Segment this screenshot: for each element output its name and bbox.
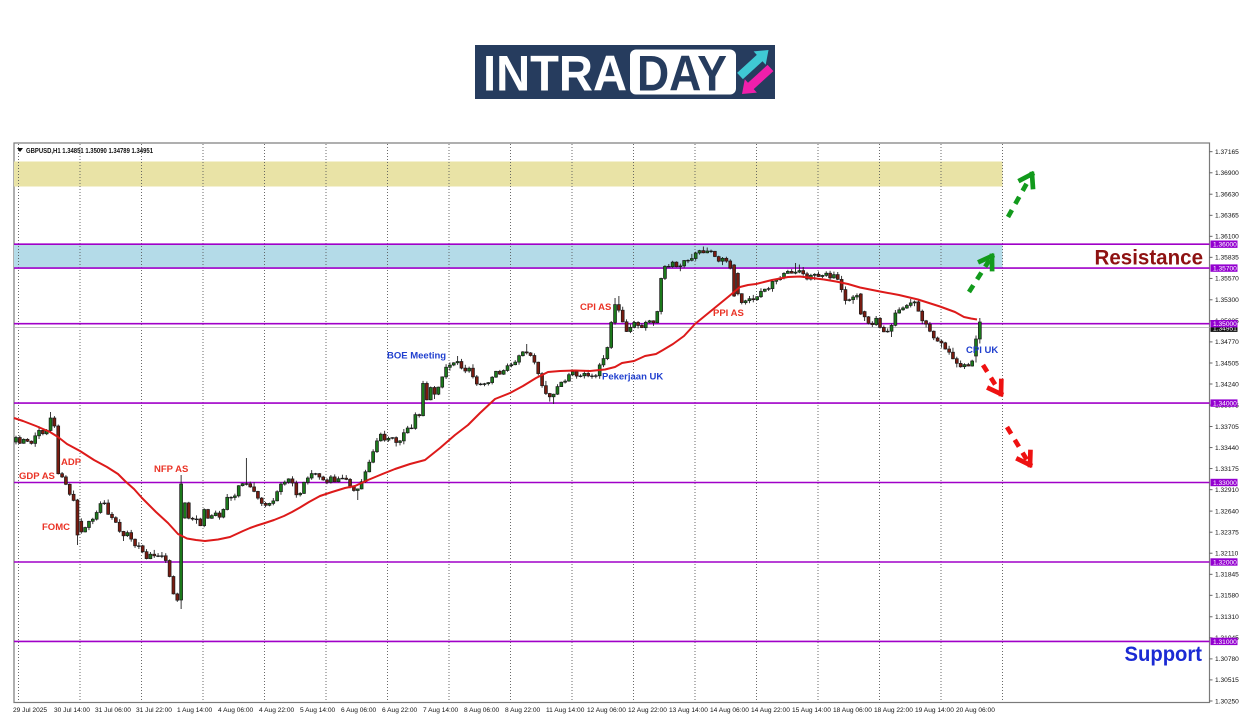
svg-text:1.35570: 1.35570 <box>1215 276 1239 283</box>
svg-text:6 Aug 22:00: 6 Aug 22:00 <box>382 707 418 714</box>
svg-text:INTRA: INTRA <box>483 45 627 102</box>
svg-text:1.36100: 1.36100 <box>1215 234 1239 241</box>
svg-text:1.34240: 1.34240 <box>1215 381 1239 388</box>
svg-text:8 Aug 22:00: 8 Aug 22:00 <box>505 707 541 714</box>
svg-text:Support: Support <box>1125 643 1203 666</box>
svg-text:1.34770: 1.34770 <box>1215 339 1239 346</box>
svg-text:1.34505: 1.34505 <box>1215 360 1239 367</box>
svg-text:1.32000: 1.32000 <box>1213 559 1237 566</box>
svg-text:PPI AS: PPI AS <box>713 308 744 319</box>
svg-text:18 Aug 22:00: 18 Aug 22:00 <box>874 707 913 714</box>
svg-text:4 Aug 06:00: 4 Aug 06:00 <box>218 707 254 714</box>
svg-text:Resistance: Resistance <box>1095 246 1204 270</box>
svg-text:GDP AS: GDP AS <box>19 471 55 482</box>
svg-text:19 Aug 14:00: 19 Aug 14:00 <box>915 707 954 714</box>
svg-text:NFP AS: NFP AS <box>154 464 188 475</box>
svg-text:1.31310: 1.31310 <box>1215 614 1239 621</box>
svg-text:1.36900: 1.36900 <box>1215 170 1239 177</box>
svg-text:FOMC: FOMC <box>42 522 70 533</box>
svg-text:1.33440: 1.33440 <box>1215 445 1239 452</box>
svg-text:1.35835: 1.35835 <box>1215 255 1239 262</box>
svg-text:14 Aug 22:00: 14 Aug 22:00 <box>751 707 790 714</box>
svg-text:11 Aug 14:00: 11 Aug 14:00 <box>546 707 585 714</box>
svg-text:1.34000: 1.34000 <box>1213 401 1237 408</box>
svg-text:1.36000: 1.36000 <box>1213 242 1237 249</box>
svg-text:1.30780: 1.30780 <box>1215 656 1239 663</box>
svg-text:ADP: ADP <box>61 457 82 468</box>
svg-text:1.37165: 1.37165 <box>1215 149 1239 156</box>
svg-text:8 Aug 06:00: 8 Aug 06:00 <box>464 707 500 714</box>
svg-text:BOE Meeting: BOE Meeting <box>387 351 446 362</box>
svg-text:1.33175: 1.33175 <box>1215 466 1239 473</box>
svg-text:4 Aug 22:00: 4 Aug 22:00 <box>259 707 295 714</box>
svg-text:12 Aug 06:00: 12 Aug 06:00 <box>587 707 626 714</box>
svg-text:Pekerjaan UK: Pekerjaan UK <box>602 372 663 383</box>
svg-text:GBPUSD,H1 1.34851 1.35090 1.3: GBPUSD,H1 1.34851 1.35090 1.34789 1.3495… <box>26 146 153 155</box>
svg-text:CPI UK: CPI UK <box>966 345 998 356</box>
svg-text:1.31000: 1.31000 <box>1213 639 1237 646</box>
svg-text:31 Jul 06:00: 31 Jul 06:00 <box>95 707 131 714</box>
svg-text:1.33000: 1.33000 <box>1213 480 1237 487</box>
svg-text:30 Jul 14:00: 30 Jul 14:00 <box>54 707 90 714</box>
svg-text:5 Aug 14:00: 5 Aug 14:00 <box>300 707 336 714</box>
svg-text:1.30515: 1.30515 <box>1215 677 1239 684</box>
svg-text:20 Aug 06:00: 20 Aug 06:00 <box>956 707 995 714</box>
svg-text:31 Jul 22:00: 31 Jul 22:00 <box>136 707 172 714</box>
svg-text:12 Aug 22:00: 12 Aug 22:00 <box>628 707 667 714</box>
svg-text:1.33705: 1.33705 <box>1215 424 1239 431</box>
svg-text:1.31845: 1.31845 <box>1215 572 1239 579</box>
svg-text:1.35000: 1.35000 <box>1213 321 1237 328</box>
svg-text:1 Aug 14:00: 1 Aug 14:00 <box>177 707 213 714</box>
svg-text:13 Aug 14:00: 13 Aug 14:00 <box>669 707 708 714</box>
svg-text:1.32110: 1.32110 <box>1215 551 1239 558</box>
svg-text:18 Aug 06:00: 18 Aug 06:00 <box>833 707 872 714</box>
svg-text:1.32375: 1.32375 <box>1215 530 1239 537</box>
svg-text:6 Aug 06:00: 6 Aug 06:00 <box>341 707 377 714</box>
svg-text:1.32640: 1.32640 <box>1215 508 1239 515</box>
svg-text:1.30250: 1.30250 <box>1215 698 1239 705</box>
svg-text:29 Jul 2025: 29 Jul 2025 <box>13 707 47 714</box>
svg-text:1.36365: 1.36365 <box>1215 213 1239 220</box>
svg-text:1.31580: 1.31580 <box>1215 593 1239 600</box>
svg-text:DAY: DAY <box>637 45 727 102</box>
svg-text:1.35700: 1.35700 <box>1213 266 1237 273</box>
svg-text:14 Aug 06:00: 14 Aug 06:00 <box>710 707 749 714</box>
svg-text:7 Aug 14:00: 7 Aug 14:00 <box>423 707 459 714</box>
svg-text:CPI AS: CPI AS <box>580 302 611 313</box>
svg-text:1.36630: 1.36630 <box>1215 192 1239 199</box>
svg-text:1.32910: 1.32910 <box>1215 487 1239 494</box>
svg-text:15 Aug 14:00: 15 Aug 14:00 <box>792 707 831 714</box>
svg-text:1.35300: 1.35300 <box>1215 297 1239 304</box>
